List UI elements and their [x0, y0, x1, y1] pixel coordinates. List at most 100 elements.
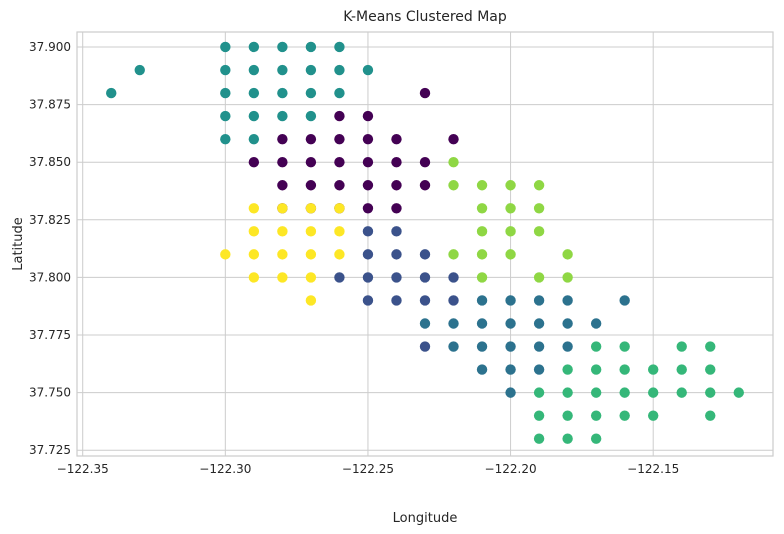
data-point [505, 295, 516, 306]
data-point [562, 318, 573, 329]
data-point [562, 364, 573, 375]
x-tick-label: −122.25 [342, 462, 394, 476]
data-point [220, 249, 231, 260]
x-tick-labels: −122.35 −122.30 −122.25 −122.20 −122.15 [57, 462, 680, 476]
data-point [505, 249, 516, 260]
data-point [705, 341, 716, 352]
data-point [533, 364, 545, 375]
data-point [362, 203, 374, 214]
data-point [448, 180, 459, 191]
data-point [619, 410, 630, 421]
data-point [562, 410, 573, 421]
data-point [362, 180, 374, 191]
data-point [533, 410, 545, 421]
data-point [419, 87, 431, 99]
data-point [305, 180, 317, 191]
data-point [305, 133, 317, 145]
data-point [476, 203, 488, 214]
data-point [590, 387, 602, 398]
data-point [334, 203, 345, 214]
data-point [277, 157, 288, 168]
x-tick-label: −122.15 [627, 462, 679, 476]
data-point [305, 226, 317, 237]
data-point [391, 133, 402, 145]
y-tick-label: 37.750 [29, 386, 71, 400]
data-point [362, 272, 374, 283]
data-point [277, 41, 288, 53]
data-point [277, 87, 288, 99]
data-point [277, 110, 288, 122]
data-point [533, 341, 545, 352]
data-point [305, 295, 317, 306]
data-point [476, 364, 488, 375]
data-point [248, 41, 260, 53]
data-point [505, 203, 516, 214]
data-point [562, 295, 573, 306]
data-point [334, 110, 345, 122]
data-point [676, 387, 687, 398]
data-point [590, 433, 602, 444]
cluster-0-points [248, 87, 459, 214]
data-point [248, 133, 260, 145]
x-axis-label: Longitude [393, 511, 458, 526]
data-point [505, 180, 516, 191]
data-point [562, 249, 573, 260]
data-point [533, 203, 545, 214]
data-point [334, 64, 345, 76]
cluster-3-points [106, 41, 374, 145]
data-point [305, 272, 317, 283]
data-point [619, 387, 630, 398]
data-point [391, 226, 402, 237]
data-point [733, 387, 744, 398]
data-point [277, 272, 288, 283]
data-point [220, 87, 231, 99]
data-point [419, 157, 431, 168]
data-point [505, 341, 516, 352]
data-point [391, 203, 402, 214]
data-point [248, 203, 260, 214]
data-point [590, 364, 602, 375]
data-point [419, 295, 431, 306]
data-point [419, 272, 431, 283]
data-point [334, 133, 345, 145]
data-point [277, 64, 288, 76]
y-tick-labels: 37.725 37.750 37.775 37.800 37.825 37.850 37.8… [29, 40, 71, 457]
y-tick-label: 37.900 [29, 40, 71, 54]
data-point [277, 180, 288, 191]
data-point [705, 410, 716, 421]
data-point [676, 341, 687, 352]
data-point [505, 226, 516, 237]
cluster-6-points [220, 203, 345, 306]
data-point [277, 133, 288, 145]
data-point [305, 203, 317, 214]
y-tick-label: 37.775 [29, 328, 71, 342]
data-point [533, 318, 545, 329]
data-point [248, 87, 260, 99]
y-tick-label: 37.725 [29, 443, 71, 457]
data-point [562, 341, 573, 352]
data-point [362, 110, 374, 122]
data-point [476, 341, 488, 352]
data-point [476, 295, 488, 306]
data-point [362, 226, 374, 237]
x-tick-label: −122.30 [199, 462, 251, 476]
data-point [220, 133, 231, 145]
data-point [305, 249, 317, 260]
data-point [533, 295, 545, 306]
data-point [277, 203, 288, 214]
data-point [476, 180, 488, 191]
data-point [134, 64, 145, 76]
data-point [419, 180, 431, 191]
data-point [220, 64, 231, 76]
data-point [391, 295, 402, 306]
data-point [334, 157, 345, 168]
data-point [277, 226, 288, 237]
data-point [305, 64, 317, 76]
data-point [334, 41, 345, 53]
data-point [533, 226, 545, 237]
data-point [505, 364, 516, 375]
data-point [277, 249, 288, 260]
plot-area [76, 31, 774, 457]
data-point [305, 157, 317, 168]
